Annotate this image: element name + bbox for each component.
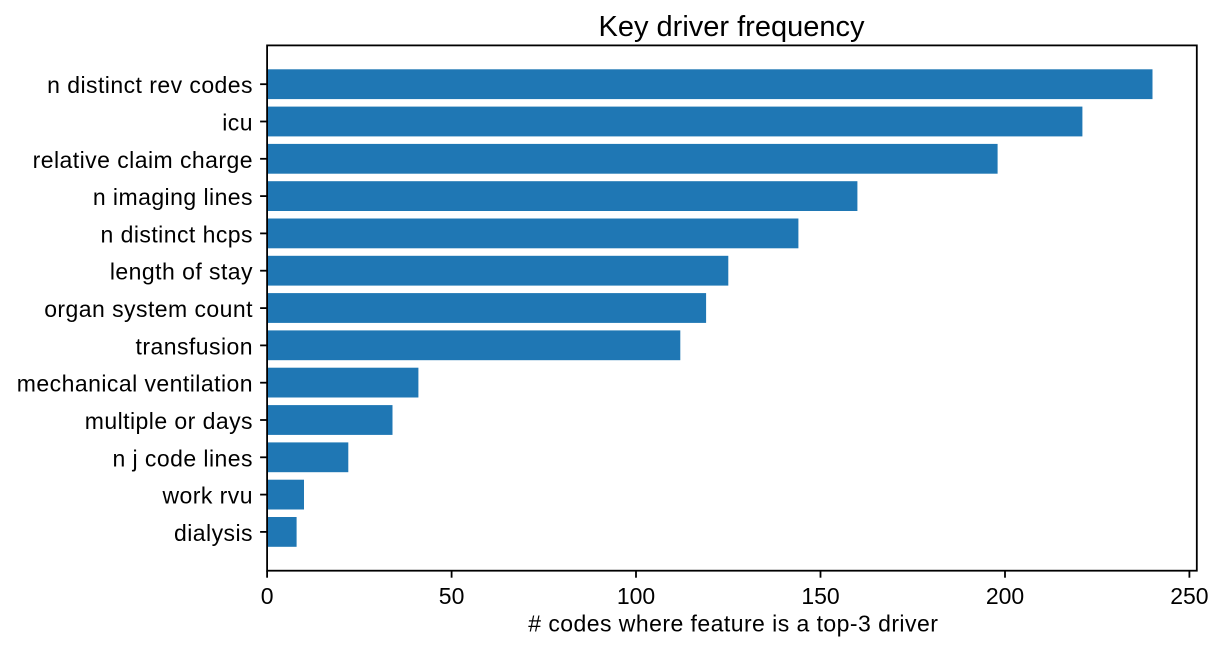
svg-text:150: 150	[801, 583, 839, 609]
svg-text:mechanical ventilation: mechanical ventilation	[17, 371, 253, 397]
svg-text:icu: icu	[222, 110, 253, 136]
svg-text:n j code lines: n j code lines	[112, 445, 253, 471]
svg-text:50: 50	[439, 583, 465, 609]
svg-text:n imaging lines: n imaging lines	[93, 184, 253, 210]
svg-text:relative claim charge: relative claim charge	[33, 147, 253, 173]
svg-text:transfusion: transfusion	[136, 333, 253, 359]
svg-text:n distinct hcps: n distinct hcps	[101, 221, 254, 247]
svg-text:200: 200	[986, 583, 1024, 609]
svg-text:n distinct rev codes: n distinct rev codes	[47, 72, 253, 98]
svg-text:length of stay: length of stay	[110, 259, 253, 285]
svg-text:0: 0	[261, 583, 274, 609]
svg-text:dialysis: dialysis	[174, 520, 253, 546]
svg-text:work rvu: work rvu	[161, 483, 253, 509]
svg-text:organ system count: organ system count	[44, 296, 253, 322]
svg-text:250: 250	[1170, 583, 1208, 609]
svg-text:# codes where feature is a top: # codes where feature is a top-3 driver	[528, 611, 938, 637]
svg-text:100: 100	[617, 583, 655, 609]
svg-text:multiple or days: multiple or days	[85, 408, 253, 434]
svg-text:Key driver frequency: Key driver frequency	[599, 11, 865, 43]
